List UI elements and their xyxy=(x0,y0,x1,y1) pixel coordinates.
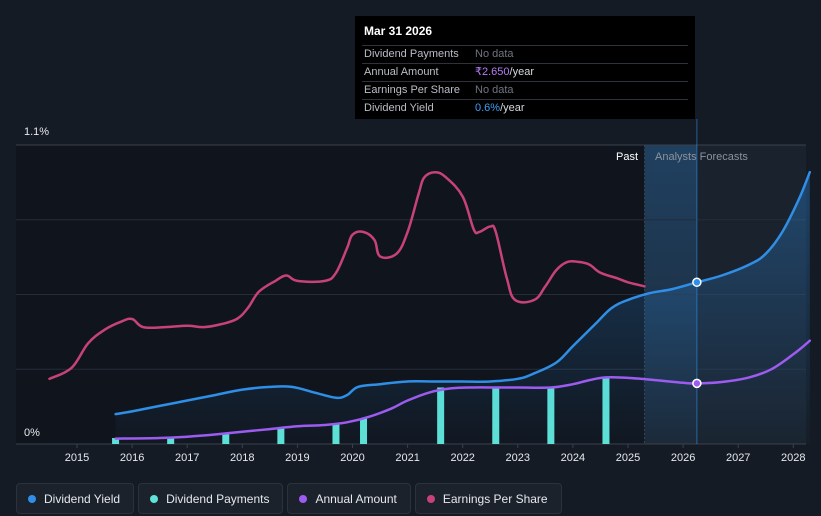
tooltip-date: Mar 31 2026 xyxy=(364,24,433,38)
tooltip-unit: /year xyxy=(509,66,534,78)
legend-dot-icon xyxy=(299,494,308,503)
legend-item-annual-amount[interactable]: Annual Amount xyxy=(287,483,411,514)
legend-dot-icon xyxy=(28,494,36,503)
dividend-yield-area xyxy=(115,172,810,444)
legend-dot-icon xyxy=(426,494,435,503)
tooltip-value: No data xyxy=(475,84,514,96)
legend-label: Dividend Payments xyxy=(166,491,270,506)
dividend-payment-bar xyxy=(112,438,120,444)
tooltip-label: Dividend Yield xyxy=(364,102,434,114)
tooltip-label: Earnings Per Share xyxy=(364,84,460,96)
legend-item-dividend-payments[interactable]: Dividend Payments xyxy=(138,483,284,514)
dividend-yield-marker xyxy=(692,277,702,288)
x-tick-label: 2023 xyxy=(506,452,530,464)
x-tick-label: 2025 xyxy=(616,452,640,464)
earnings-per-share-line xyxy=(48,170,646,381)
tooltip-label: Annual Amount xyxy=(364,66,439,78)
legend-dot-icon xyxy=(150,494,159,503)
x-tick-label: 2022 xyxy=(450,452,474,464)
tooltip-value: No data xyxy=(475,48,514,60)
x-tick-label: 2020 xyxy=(340,452,364,464)
tooltip-value: ₹2.650 xyxy=(475,66,510,78)
legend-label: Dividend Yield xyxy=(44,491,121,506)
tooltip-row-dividend-payments: Dividend Payments No data xyxy=(362,45,688,63)
tooltip-row-earnings-per-share: Earnings Per Share No data xyxy=(362,81,688,99)
past-label: Past xyxy=(616,151,638,163)
dividend-yield-line xyxy=(114,170,812,416)
forecast-label: Analysts Forecasts xyxy=(655,151,748,163)
tooltip-value: 0.6% xyxy=(475,102,501,114)
x-tick-label: 2028 xyxy=(781,452,805,464)
annual-amount-marker xyxy=(692,378,702,389)
x-tick-label: 2016 xyxy=(120,452,144,464)
tooltip: Mar 31 2026 Dividend Payments No data An… xyxy=(355,16,695,119)
legend-item-dividend-yield[interactable]: Dividend Yield xyxy=(16,483,135,514)
x-tick-label: 2017 xyxy=(175,452,199,464)
x-tick-label: 2024 xyxy=(561,452,585,464)
tooltip-label: Dividend Payments xyxy=(364,48,459,60)
legend-item-earnings-per-share[interactable]: Earnings Per Share xyxy=(414,483,562,514)
legend: Dividend Yield Dividend Payments Annual … xyxy=(16,483,562,515)
tooltip-unit: /year xyxy=(500,102,525,114)
x-tick-label: 2027 xyxy=(726,452,750,464)
x-tick-label: 2019 xyxy=(285,452,309,464)
y-axis-bottom-label: 0% xyxy=(24,427,40,439)
tooltip-row-annual-amount: Annual Amount ₹2.650/year xyxy=(362,63,688,81)
y-axis-top-label: 1.1% xyxy=(24,126,49,138)
legend-label: Earnings Per Share xyxy=(442,491,548,506)
x-tick-label: 2021 xyxy=(395,452,419,464)
x-tick-label: 2026 xyxy=(671,452,695,464)
x-tick-label: 2018 xyxy=(230,452,254,464)
legend-label: Annual Amount xyxy=(315,491,397,506)
tooltip-row-dividend-yield: Dividend Yield 0.6%/year xyxy=(362,99,688,117)
x-tick-label: 2015 xyxy=(65,452,89,464)
